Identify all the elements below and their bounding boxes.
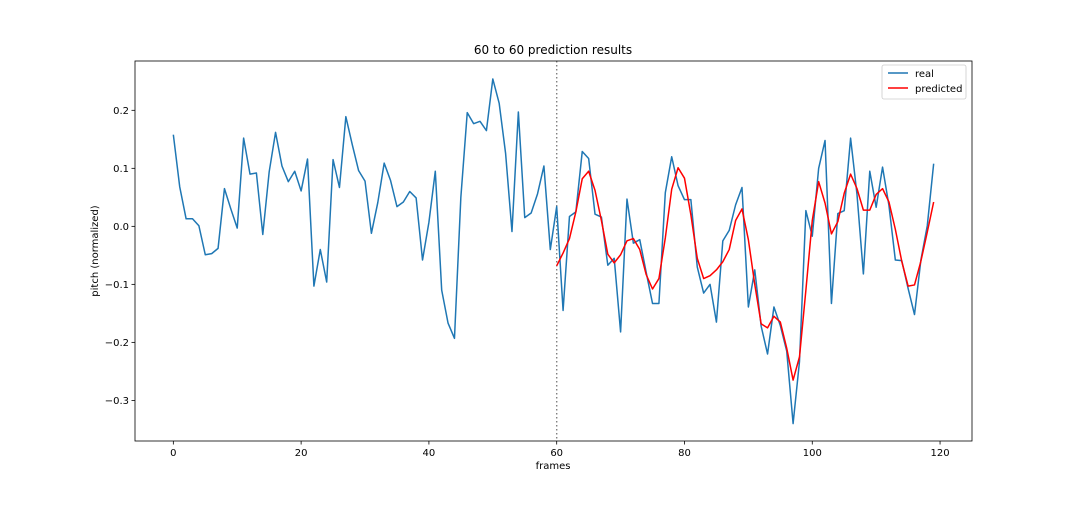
x-tick-label: 40 xyxy=(423,448,436,459)
y-tick-label: −0.1 xyxy=(105,280,129,291)
plot-content xyxy=(172,61,935,441)
y-axis-label: pitch (normalized) xyxy=(90,205,101,297)
x-tick-label: 20 xyxy=(295,448,308,459)
x-axis: 0 20 40 60 80 100 120 xyxy=(170,441,950,459)
series-line-real xyxy=(172,78,935,425)
x-tick-label: 100 xyxy=(803,448,822,459)
y-tick-label: −0.3 xyxy=(105,396,129,407)
y-tick-label: −0.2 xyxy=(105,338,129,349)
series-line-predicted xyxy=(556,167,935,381)
chart-title: 60 to 60 prediction results xyxy=(474,43,632,57)
y-tick-label: 0.1 xyxy=(113,164,129,175)
x-tick-label: 120 xyxy=(931,448,950,459)
x-tick-label: 0 xyxy=(170,448,176,459)
legend-label-predicted: predicted xyxy=(915,84,962,95)
y-tick-label: 0.2 xyxy=(113,106,129,117)
y-axis: −0.3 −0.2 −0.1 0.0 0.1 0.2 xyxy=(105,106,135,407)
legend-label-real: real xyxy=(915,69,934,80)
x-tick-label: 80 xyxy=(678,448,691,459)
x-tick-label: 60 xyxy=(550,448,563,459)
y-tick-label: 0.0 xyxy=(113,222,129,233)
x-axis-label: frames xyxy=(536,461,571,472)
plot-frame xyxy=(134,60,973,442)
legend: real predicted xyxy=(881,64,967,100)
